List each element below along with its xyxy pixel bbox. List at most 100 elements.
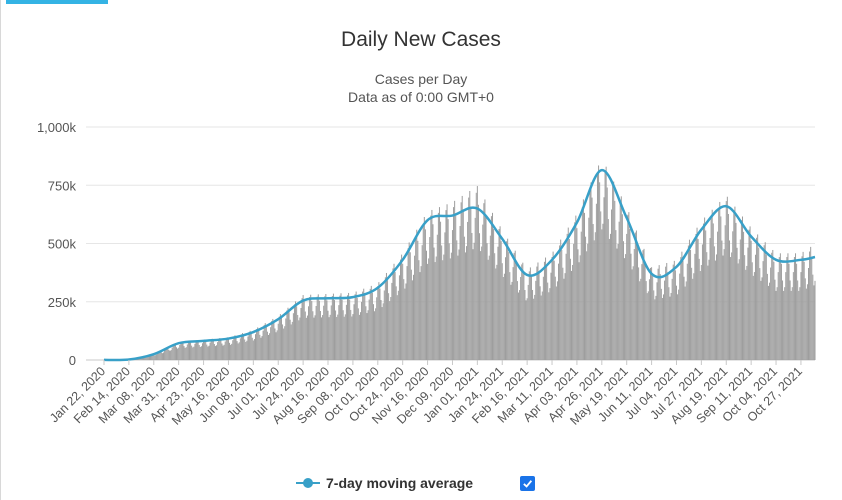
daily-bar: [273, 322, 275, 360]
daily-bar: [392, 268, 394, 360]
daily-bar: [218, 338, 220, 360]
daily-bar: [555, 286, 557, 360]
daily-bar: [803, 261, 805, 360]
daily-bar: [370, 285, 372, 360]
daily-bar: [253, 339, 255, 360]
daily-bar: [431, 209, 433, 360]
daily-bar: [350, 309, 352, 360]
daily-bar: [513, 252, 515, 360]
daily-bar: [184, 347, 186, 360]
daily-bar: [690, 249, 692, 360]
daily-bar: [694, 253, 696, 360]
daily-bar: [445, 210, 447, 360]
legend-label: 7-day moving average: [326, 475, 474, 491]
daily-bar: [346, 295, 348, 360]
daily-bar: [800, 272, 802, 360]
daily-bar: [200, 346, 202, 360]
daily-bar: [283, 328, 285, 360]
daily-bar: [238, 342, 240, 360]
daily-bar: [472, 249, 474, 360]
daily-bar: [773, 261, 775, 360]
daily-bar: [785, 272, 787, 360]
daily-bar: [150, 354, 152, 360]
daily-bar: [312, 311, 314, 360]
daily-bar: [808, 267, 810, 360]
daily-bar: [459, 226, 461, 360]
daily-bar: [336, 316, 338, 360]
daily-bar: [721, 240, 723, 360]
daily-bar: [581, 207, 583, 360]
daily-bar: [444, 232, 446, 360]
daily-bar: [604, 171, 606, 360]
daily-bar: [492, 212, 494, 360]
daily-bar: [723, 249, 725, 360]
daily-bar: [406, 266, 408, 360]
daily-bar: [476, 186, 478, 360]
daily-bar: [650, 267, 652, 360]
daily-bar: [183, 346, 185, 360]
daily-bar: [556, 281, 558, 360]
daily-bar: [627, 214, 629, 360]
daily-bar: [798, 290, 800, 360]
daily-bar: [671, 278, 673, 360]
daily-bar: [222, 345, 224, 360]
daily-bar: [787, 253, 789, 360]
daily-bar: [235, 337, 237, 360]
daily-bar: [614, 200, 616, 360]
daily-bar: [201, 343, 203, 360]
daily-bar: [485, 216, 487, 360]
daily-bar: [569, 258, 571, 360]
daily-bar: [192, 347, 194, 360]
daily-bar: [537, 262, 539, 360]
daily-bar: [259, 334, 261, 360]
daily-bar: [749, 226, 751, 360]
daily-bar: [767, 285, 769, 360]
moving-average-checkbox[interactable]: [520, 476, 535, 491]
daily-bar: [813, 285, 815, 360]
daily-bar: [469, 190, 471, 360]
daily-bar: [530, 275, 532, 360]
daily-bar: [371, 292, 373, 360]
daily-bar: [695, 233, 697, 360]
daily-bar: [171, 347, 173, 360]
daily-bar: [733, 210, 735, 360]
daily-bar: [378, 282, 380, 360]
daily-bar: [256, 329, 258, 360]
daily-bar: [366, 313, 368, 360]
daily-bar: [501, 263, 503, 360]
daily-bar: [628, 212, 630, 360]
daily-bar: [554, 276, 556, 360]
daily-bar: [779, 253, 781, 360]
daily-bar: [206, 344, 208, 360]
daily-bar: [482, 224, 484, 360]
daily-bar: [363, 288, 365, 360]
daily-bar: [227, 339, 229, 360]
daily-bar: [587, 243, 589, 360]
daily-bar: [345, 304, 347, 360]
daily-bar: [383, 290, 385, 360]
daily-bar: [390, 297, 392, 360]
daily-bar: [422, 223, 424, 360]
daily-bar: [793, 257, 795, 360]
legend-item-moving-average[interactable]: 7-day moving average: [296, 472, 473, 494]
daily-bar: [251, 337, 253, 360]
daily-bar: [595, 203, 597, 360]
daily-bar: [203, 340, 205, 360]
daily-bar: [414, 255, 416, 360]
daily-bar: [784, 287, 786, 360]
daily-bar: [391, 282, 393, 360]
daily-bar: [219, 338, 221, 360]
daily-bar: [337, 314, 339, 360]
daily-bar: [550, 272, 552, 360]
y-tick-label: 750k: [48, 178, 77, 193]
daily-bar: [734, 206, 736, 360]
daily-bar: [151, 354, 153, 360]
daily-bar: [398, 275, 400, 360]
daily-bar: [252, 340, 254, 360]
daily-bar: [282, 324, 284, 360]
daily-bar: [539, 286, 541, 360]
y-tick-label: 1,000k: [37, 120, 77, 135]
daily-bar: [266, 331, 268, 360]
daily-bar: [311, 301, 313, 360]
daily-bar: [280, 317, 282, 360]
